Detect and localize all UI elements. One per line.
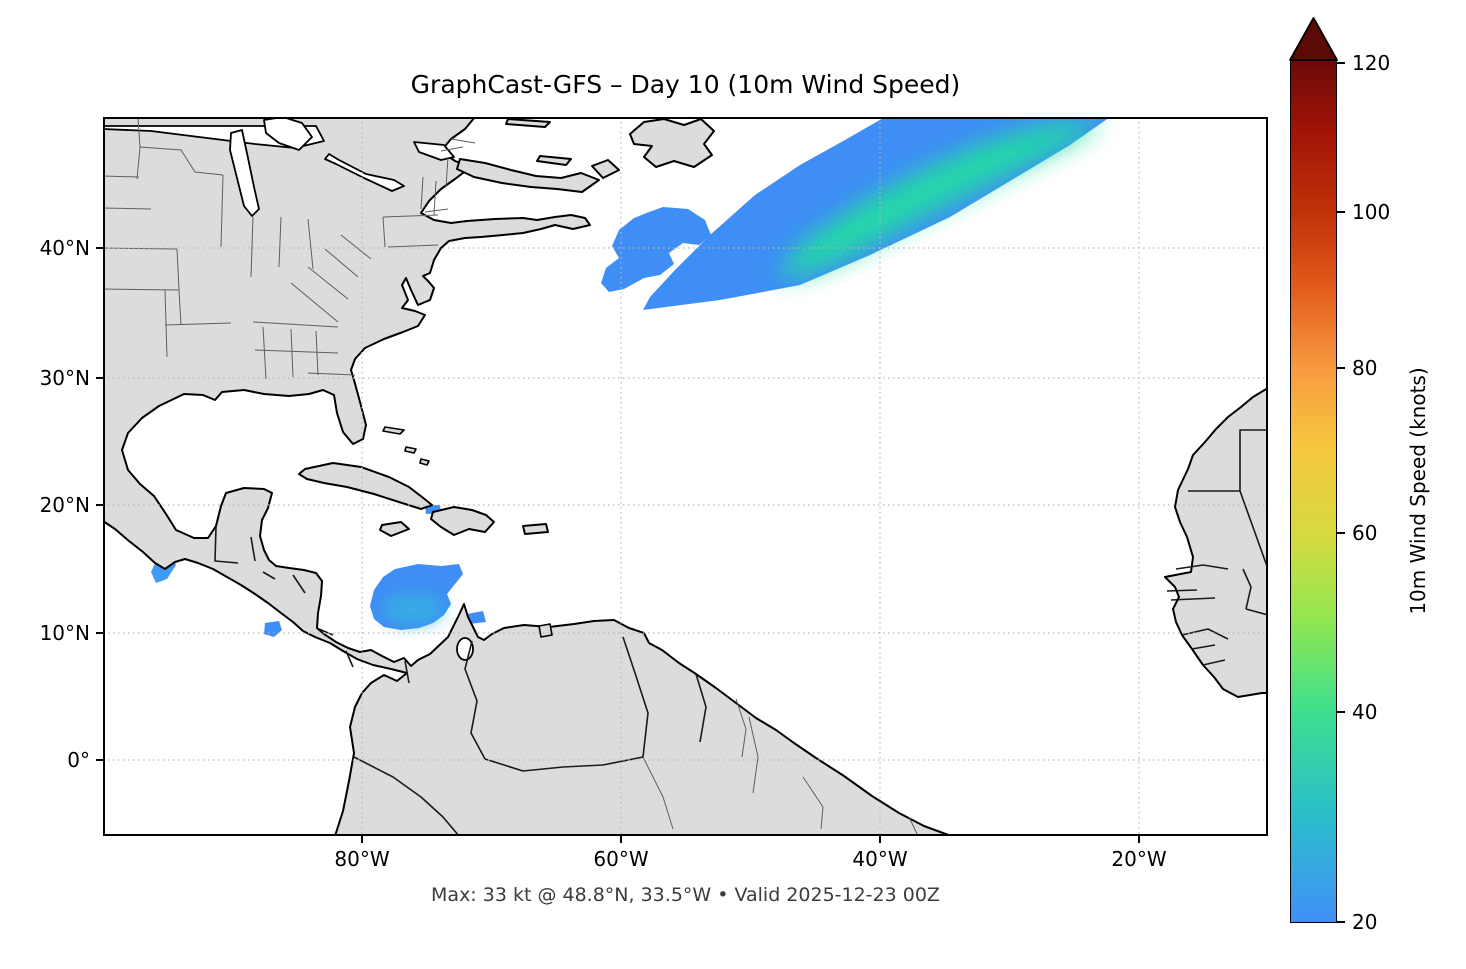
cbar-tickmark-40 — [1337, 711, 1345, 713]
wind-speed-shading — [151, 117, 1110, 637]
x-tick-label-40w: 40°W — [852, 847, 908, 871]
y-tickmark-0 — [96, 759, 103, 761]
jamaica — [379, 521, 410, 537]
nova-scotia — [456, 158, 600, 193]
state-borders — [103, 117, 919, 836]
west-africa — [1164, 387, 1268, 698]
cbar-tick-label-120: 120 — [1352, 51, 1391, 75]
y-tick-label-40n: 40°N — [39, 236, 90, 260]
cape-breton-island — [591, 159, 620, 179]
x-tickmark-80w — [361, 836, 363, 843]
wind-band-core-teal — [775, 119, 1103, 279]
cuba — [298, 462, 433, 510]
y-tick-label-0: 0° — [67, 748, 90, 772]
y-tick-label-20n: 20°N — [39, 493, 90, 517]
colorbar-gradient — [1290, 60, 1337, 923]
cbar-tickmark-60 — [1337, 532, 1345, 534]
north-south-america-mainland — [103, 117, 952, 836]
x-tickmark-60w — [620, 836, 622, 843]
puerto-rico — [522, 523, 549, 535]
cbar-tickmark-120 — [1337, 62, 1345, 64]
cbar-tickmark-80 — [1337, 367, 1345, 369]
x-tick-label-60w: 60°W — [593, 847, 649, 871]
colorbar-extend-arrow — [1289, 17, 1338, 61]
axes-frame — [103, 117, 1268, 836]
newfoundland — [629, 118, 715, 168]
cbar-tickmark-20 — [1337, 921, 1345, 923]
y-tickmark-40n — [96, 247, 103, 249]
figure-caption: Max: 33 kt @ 48.8°N, 33.5°W • Valid 2025… — [431, 884, 940, 906]
lake-michigan — [229, 129, 260, 217]
hispaniola — [430, 506, 495, 536]
lakes — [103, 117, 474, 661]
wind-venezuela-patch — [467, 611, 486, 624]
y-tickmark-20n — [96, 504, 103, 506]
wind-caribbean-jet-core — [383, 593, 443, 625]
cbar-tickmark-100 — [1337, 211, 1345, 213]
cbar-tick-label-20: 20 — [1352, 910, 1378, 934]
x-tickmark-20w — [1138, 836, 1140, 843]
graticule — [103, 117, 1268, 836]
bahamas-islands — [382, 426, 430, 466]
cbar-tick-label-60: 60 — [1352, 521, 1378, 545]
lake-erie — [324, 153, 405, 192]
x-tickmark-40w — [879, 836, 881, 843]
x-tick-label-80w: 80°W — [334, 847, 390, 871]
wind-cell-west-of-band — [601, 207, 711, 292]
map-canvas — [103, 117, 1268, 836]
x-tick-label-20w: 20°W — [1111, 847, 1167, 871]
anticosti-island — [505, 118, 551, 128]
cbar-tick-label-100: 100 — [1352, 200, 1391, 224]
cbar-tick-label-80: 80 — [1352, 356, 1378, 380]
cbar-tick-label-40: 40 — [1352, 700, 1378, 724]
country-borders — [214, 429, 1268, 836]
y-tickmark-30n — [96, 377, 103, 379]
y-tick-label-10n: 10°N — [39, 621, 90, 645]
landmasses — [103, 117, 1268, 836]
y-tick-label-30n: 30°N — [39, 366, 90, 390]
figure-title: GraphCast-GFS – Day 10 (10m Wind Speed) — [410, 70, 961, 99]
prince-edward-island — [536, 155, 572, 166]
trinidad — [538, 623, 553, 638]
y-tickmark-10n — [96, 632, 103, 634]
colorbar-axis-label: 10m Wind Speed (knots) — [1406, 367, 1430, 615]
